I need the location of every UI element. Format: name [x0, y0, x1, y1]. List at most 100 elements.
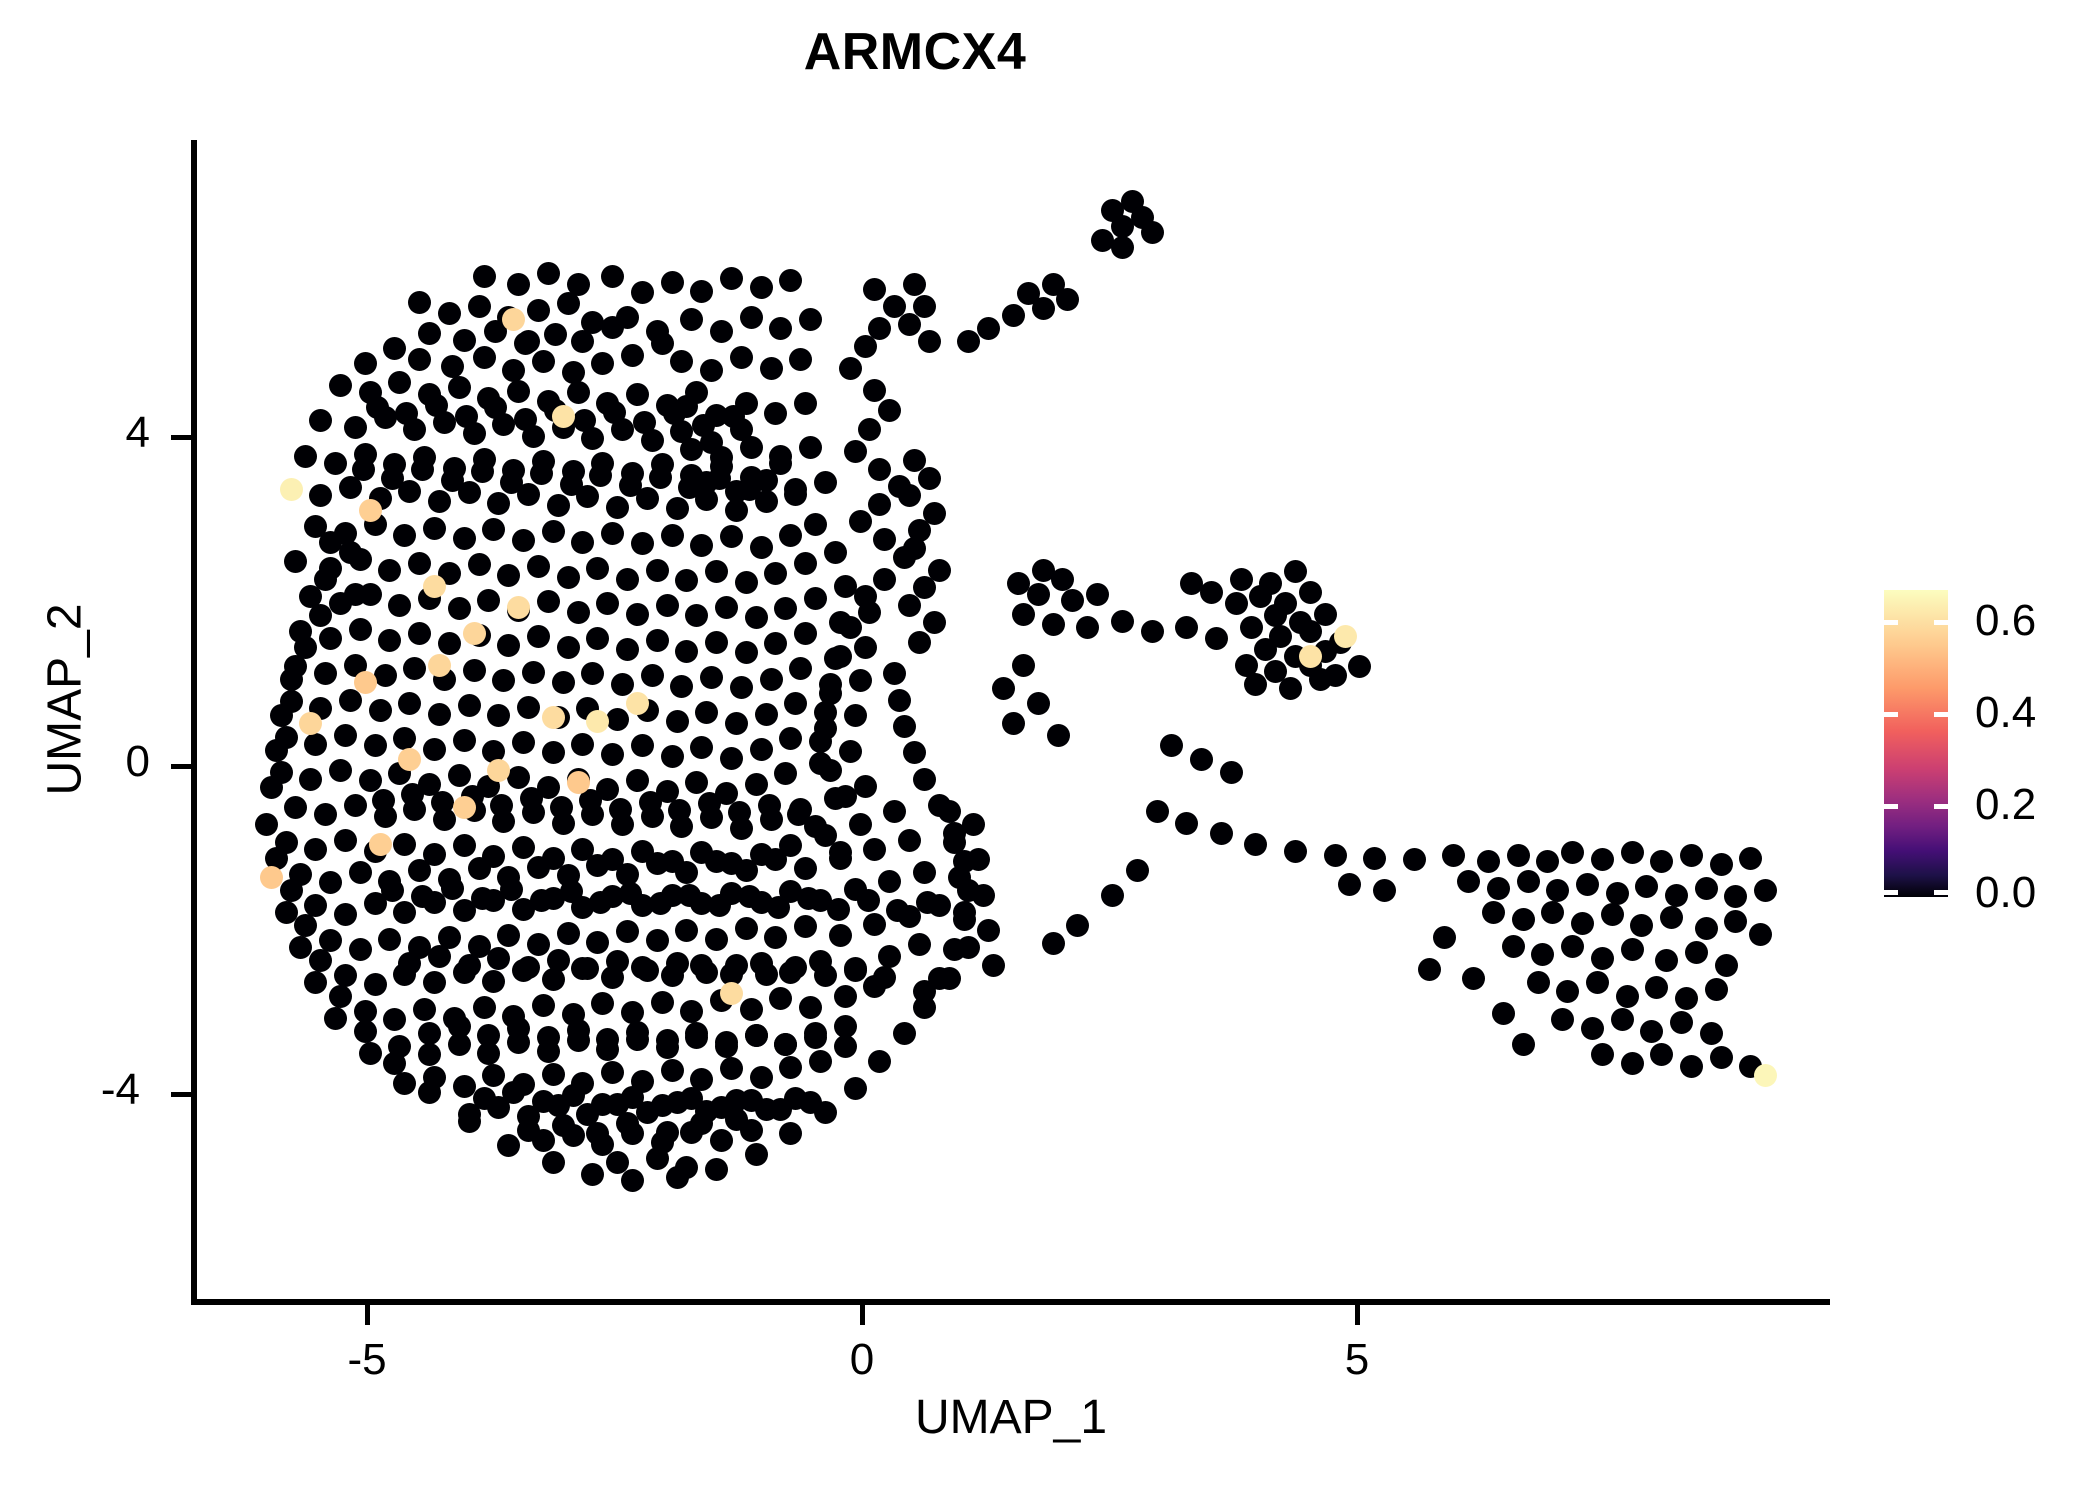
- scatter-point: [398, 692, 422, 716]
- colorbar-tick-0.0-left: [1884, 890, 1898, 895]
- scatter-point: [833, 1015, 857, 1039]
- scatter-point: [1269, 624, 1293, 648]
- scatter-point: [381, 466, 405, 490]
- scatter-point: [705, 927, 729, 951]
- scatter-point: [314, 802, 338, 826]
- scatter-point: [1714, 953, 1738, 977]
- scatter-point: [784, 692, 808, 716]
- scatter-point: [739, 435, 763, 459]
- scatter-point: [1684, 940, 1708, 964]
- scatter-point: [1590, 946, 1614, 970]
- scatter-point: [551, 405, 575, 429]
- scatter-point: [1635, 874, 1659, 898]
- scatter-point: [338, 541, 362, 565]
- scatter-point: [1679, 844, 1703, 868]
- scatter-point: [863, 378, 887, 402]
- scatter-point: [1442, 844, 1466, 868]
- colorbar-tick-0.0-right: [1934, 890, 1948, 895]
- scatter-point: [863, 277, 887, 301]
- scatter-point: [551, 671, 575, 695]
- scatter-point: [596, 592, 620, 616]
- x-axis-line: [191, 1299, 1830, 1305]
- scatter-point: [418, 1022, 442, 1046]
- scatter-point: [1373, 879, 1397, 903]
- scatter-point: [343, 794, 367, 818]
- scatter-point: [705, 630, 729, 654]
- scatter-point: [611, 418, 635, 442]
- scatter-point: [482, 518, 506, 542]
- scatter-point: [922, 611, 946, 635]
- scatter-point: [586, 627, 610, 651]
- scatter-point: [823, 541, 847, 565]
- scatter-point: [492, 412, 516, 436]
- scatter-point: [903, 273, 927, 297]
- scatter-point: [512, 836, 536, 860]
- scatter-point: [809, 1050, 832, 1074]
- scatter-point: [586, 709, 610, 733]
- scatter-point: [358, 769, 382, 793]
- scatter-point: [632, 411, 656, 435]
- scatter-point: [279, 668, 303, 692]
- scatter-point: [1576, 873, 1600, 897]
- scatter-point: [365, 396, 389, 420]
- scatter-point: [1204, 627, 1228, 651]
- colorbar-tick-0.6-left: [1884, 620, 1898, 625]
- scatter-point: [754, 702, 778, 726]
- scatter-point: [388, 370, 412, 394]
- scatter-point: [543, 323, 567, 347]
- scatter-point: [576, 484, 600, 508]
- scatter-point: [708, 894, 732, 918]
- scatter-point: [611, 672, 635, 696]
- scatter-point: [536, 776, 560, 800]
- scatter-point: [507, 765, 531, 789]
- scatter-point: [640, 664, 664, 688]
- scatter-point: [484, 319, 508, 343]
- scatter-point: [1674, 987, 1698, 1011]
- scatter-point: [526, 932, 550, 956]
- scatter-point: [625, 769, 649, 793]
- scatter-point: [660, 744, 684, 768]
- scatter-point: [1110, 214, 1134, 238]
- scatter-point: [1580, 1017, 1604, 1041]
- scatter-point: [1160, 734, 1184, 758]
- scatter-point: [319, 627, 343, 651]
- scatter-point: [645, 319, 669, 343]
- scatter-point: [1051, 567, 1075, 591]
- scatter-point: [373, 664, 397, 688]
- scatter-point: [645, 1147, 669, 1170]
- scatter-point: [589, 463, 613, 487]
- scatter-point: [259, 866, 283, 890]
- scatter-point: [690, 1067, 714, 1091]
- scatter-point: [843, 440, 867, 464]
- scatter-point: [571, 837, 595, 861]
- scatter-point: [1076, 615, 1100, 639]
- scatter-point: [541, 1151, 565, 1175]
- scatter-point: [279, 879, 303, 903]
- scatter-point: [551, 1113, 575, 1137]
- scatter-point: [561, 1083, 585, 1107]
- scatter-point: [388, 1034, 412, 1058]
- scatter-point: [1670, 1010, 1694, 1034]
- scatter-point: [586, 1122, 610, 1146]
- scatter-point: [512, 730, 536, 754]
- scatter-point: [868, 317, 892, 341]
- scatter-point: [556, 922, 580, 946]
- scatter-point: [764, 925, 788, 949]
- scatter-point: [1056, 288, 1080, 312]
- scatter-point: [294, 914, 318, 938]
- scatter-point: [1536, 850, 1560, 874]
- chart-title: ARMCX4: [803, 23, 1027, 81]
- scatter-point: [917, 330, 941, 354]
- scatter-point: [797, 887, 821, 911]
- scatter-point: [833, 1034, 857, 1058]
- scatter-point: [309, 949, 333, 973]
- scatter-point: [1209, 822, 1233, 846]
- scatter-point: [640, 428, 664, 452]
- scatter-point: [1323, 844, 1347, 868]
- scatter-point: [383, 1008, 407, 1032]
- scatter-point: [1308, 668, 1332, 692]
- y-tick-mark-4: [171, 435, 191, 440]
- scatter-point: [1546, 879, 1570, 903]
- scatter-point: [546, 948, 570, 972]
- scatter-point: [1066, 914, 1090, 938]
